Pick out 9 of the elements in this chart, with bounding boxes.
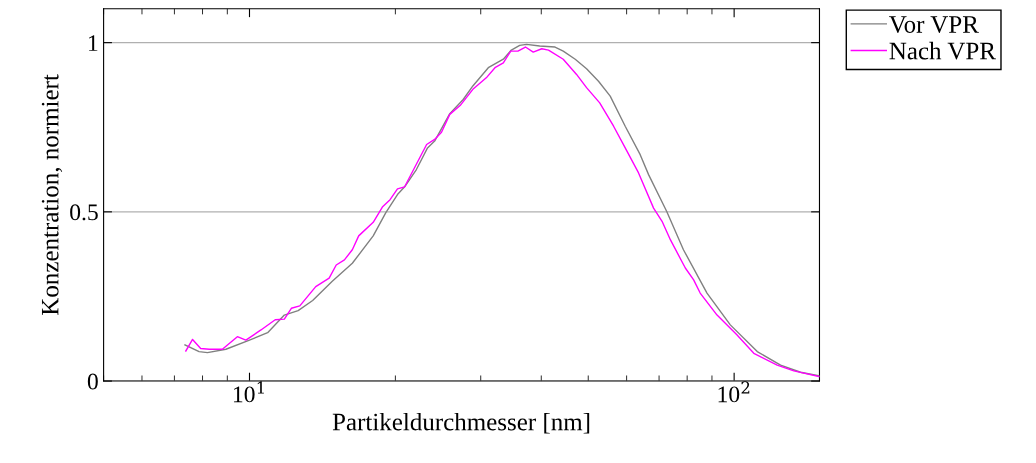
y-tick-label: 0.5 <box>70 204 98 221</box>
legend-label: Nach VPR <box>889 41 996 60</box>
x-tick-label: 10$^{1}$ <box>233 381 264 403</box>
y-axis-title: Konzentration, normiert <box>41 74 63 315</box>
y-tick-label: 1 <box>89 35 98 51</box>
x-tick-label: 10$^{2}$ <box>718 381 750 403</box>
legend-label: Vor VPR <box>889 16 979 34</box>
y-tick-label: 0 <box>87 373 98 390</box>
x-axis-title: Partikeldurchmesser [nm] <box>332 412 590 434</box>
